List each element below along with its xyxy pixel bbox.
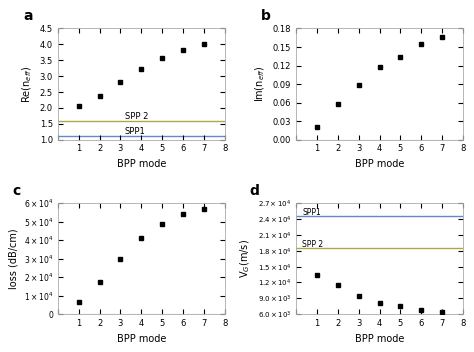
X-axis label: BPP mode: BPP mode [117,159,166,169]
X-axis label: BPP mode: BPP mode [355,159,404,169]
Text: d: d [249,183,259,197]
Text: SPP 2: SPP 2 [125,112,148,121]
X-axis label: BPP mode: BPP mode [117,334,166,344]
Text: b: b [261,9,271,23]
Y-axis label: V$_G$(m/s): V$_G$(m/s) [238,239,252,278]
Text: c: c [13,183,21,197]
Y-axis label: loss (dB/cm): loss (dB/cm) [9,228,18,289]
Text: a: a [23,9,33,23]
Y-axis label: Im(n$_{eff}$): Im(n$_{eff}$) [254,66,267,102]
Text: SPP1: SPP1 [302,208,321,217]
Y-axis label: Re(n$_{eff}$): Re(n$_{eff}$) [20,65,34,103]
Text: SPP1: SPP1 [125,127,146,136]
Text: SPP 2: SPP 2 [302,240,323,249]
X-axis label: BPP mode: BPP mode [355,334,404,344]
